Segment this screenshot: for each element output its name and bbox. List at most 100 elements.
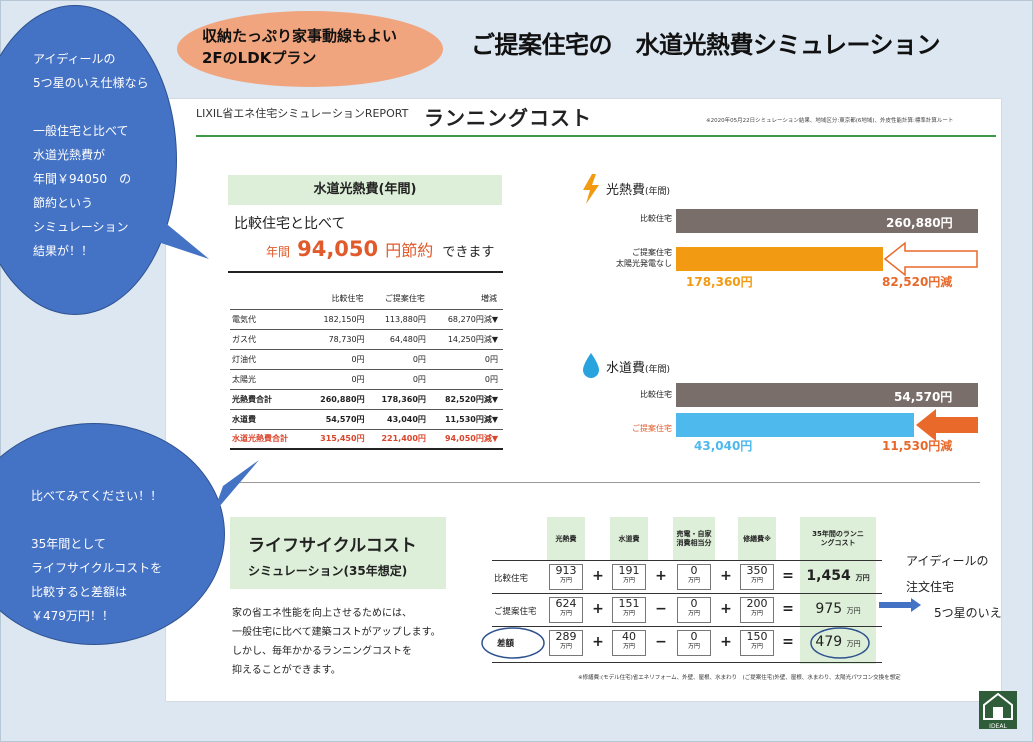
lc-op: = — [782, 568, 794, 584]
lifecycle-tag: ライフサイクルコスト シミュレーション(35年想定) — [230, 517, 446, 589]
lc-cell: 191 万円 — [612, 564, 646, 590]
water-proposed-value: 43,040円 — [694, 439, 753, 453]
table-cell: 78,730円 — [308, 328, 370, 349]
utility-table: 比較住宅 ご提案住宅 増減 電気代 182,150円 113,880円 68,270円… — [230, 289, 503, 450]
lc-value: 151 — [618, 597, 640, 610]
energy-compare-label: 比較住宅 — [640, 214, 672, 223]
table-cell: ガス代 — [230, 328, 309, 349]
savings-unit: 円節約 — [385, 241, 434, 260]
table-header-row: 比較住宅 ご提案住宅 増減 — [230, 289, 503, 309]
energy-proposed-label: ご提案住宅 太陽光発電なし — [586, 247, 672, 269]
table-cell: 0円 — [430, 368, 503, 389]
lc-value: 40 — [622, 630, 636, 643]
ideal-logo: IDEAL — [979, 691, 1017, 730]
utility-tag: 水道光熱費(年間) — [228, 175, 502, 205]
lc-unit: 万円 — [846, 640, 861, 648]
lc-unit: 万円 — [750, 610, 763, 617]
callout-line: 一般住宅と比べて — [33, 124, 129, 138]
table-cell: 水道光熱費合計 — [230, 428, 309, 450]
lc-op: = — [782, 634, 794, 650]
lc-unit: 万円 — [855, 574, 870, 582]
water-proposed-bar — [676, 413, 914, 437]
energy-proposed-value: 178,360円 — [686, 275, 753, 289]
table-cell: 68,270円減▼ — [430, 308, 503, 329]
bubble-tail — [151, 211, 209, 259]
energy-compare-bar — [676, 209, 978, 233]
callout-line: 5つ星のいえ仕様なら — [33, 76, 149, 90]
table-cell: 182,150円 — [308, 308, 370, 329]
lc-cell: 0 万円 — [677, 597, 711, 623]
callout-line: シミュレーション — [33, 220, 129, 234]
lc-value: 350 — [746, 564, 768, 577]
right-note-line: 注文住宅 — [906, 580, 955, 594]
lc-unit: 万円 — [622, 577, 635, 584]
water-drop-icon — [583, 353, 599, 378]
arrow-right-icon — [879, 598, 921, 612]
lc-value: 624 — [555, 597, 577, 610]
lc-value: 150 — [746, 630, 768, 643]
lc-op: + — [592, 634, 604, 650]
lc-unit: 万円 — [687, 577, 700, 584]
lc-rule — [492, 593, 882, 594]
lc-col-header: 水道費 — [610, 517, 648, 561]
lc-unit: 万円 — [559, 610, 572, 617]
table-cell: 43,040円 — [369, 408, 431, 429]
lifecycle-subtitle: シミュレーション(35年想定) — [248, 564, 408, 578]
table-row: 光熱費合計 260,880円 178,360円 82,520円減▼ — [230, 388, 503, 409]
table-cell: 178,360円 — [369, 388, 431, 409]
savings-tail: できます — [442, 245, 495, 260]
lightning-icon — [583, 174, 599, 204]
water-compare-bar — [676, 383, 978, 407]
lc-unit: 万円 — [559, 643, 572, 650]
lc-value: 0 — [690, 597, 698, 610]
water-title: 水道費(年間) — [606, 357, 670, 376]
diff-label-circle — [481, 627, 545, 659]
lc-row-label: 比較住宅 — [494, 574, 529, 584]
water-compare-value: 54,570円 — [894, 390, 953, 404]
water-proposed-label: ご提案住宅 — [632, 424, 672, 433]
lifecycle-body: 家の省エネ性能を向上させるためには、 一般住宅に比べて建築コストがアップします。… — [232, 604, 441, 680]
table-cell: 灯油代 — [230, 348, 309, 369]
table-cell: 94,050円減▼ — [430, 428, 503, 450]
water-title-sub: (年間) — [645, 365, 671, 375]
lc-op: − — [655, 601, 667, 617]
table-row: 水道光熱費合計 315,450円 221,400円 94,050円減▼ — [230, 428, 503, 450]
lc-total: 1,454 万円 — [800, 568, 876, 584]
savings-line: 年間 94,050 円節約 できます — [266, 237, 494, 261]
savings-year: 年間 — [266, 245, 291, 259]
callout-line: 節約という — [33, 196, 94, 210]
callout-text-bottom: 比べてみてください！！ 35年間として ライフサイクルコストを 比較すると差額は… — [31, 484, 162, 628]
table-header: 比較住宅 — [331, 294, 364, 304]
energy-compare-value: 260,880円 — [886, 216, 953, 230]
lc-value: 913 — [555, 564, 577, 577]
callout-line: 比べてみてください！！ — [31, 489, 163, 503]
callout-line: 結果が！！ — [33, 244, 94, 258]
section-divider — [228, 482, 980, 483]
lifecycle-footnote: ※修繕費:(モデル住宅)省エネリフォーム、外壁、屋根、水まわり (ご提案住宅)外… — [578, 675, 901, 681]
plan-pill: 収納たっぷり家事動線もよい 2FのLDKプラン — [177, 11, 443, 87]
lc-total-value: 1,454 — [806, 568, 851, 584]
lc-rule — [492, 626, 882, 627]
lc-total-value: 975 — [815, 601, 843, 617]
lc-op: + — [720, 568, 732, 584]
table-row: 灯油代 0円 0円 0円 — [230, 348, 503, 369]
callout-bubble-bottom — [0, 423, 225, 645]
lc-col-header: 光熱費 — [547, 517, 585, 561]
table-cell: 0円 — [369, 348, 431, 369]
energy-proposed-label2: 太陽光発電なし — [616, 259, 672, 268]
lc-row-label: 差額 — [497, 639, 515, 649]
lc-value: 200 — [746, 597, 768, 610]
lc-rule — [492, 560, 882, 561]
lc-cell: 40 万円 — [612, 630, 646, 656]
lc-cell: 200 万円 — [740, 597, 774, 623]
right-note: アイディールの 注文住宅 5つ星のいえ — [906, 548, 1002, 626]
lc-op: + — [720, 634, 732, 650]
lc-op: + — [720, 601, 732, 617]
table-cell: 11,530円減▼ — [430, 408, 503, 429]
lifecycle-title: ライフサイクルコスト — [248, 536, 417, 556]
lc-op: = — [782, 601, 794, 617]
lifecycle-body-line: しかし、毎年かかるランニングコストを — [232, 646, 412, 657]
table-cell: 0円 — [430, 348, 503, 369]
energy-diff-arrow-icon — [883, 241, 978, 277]
